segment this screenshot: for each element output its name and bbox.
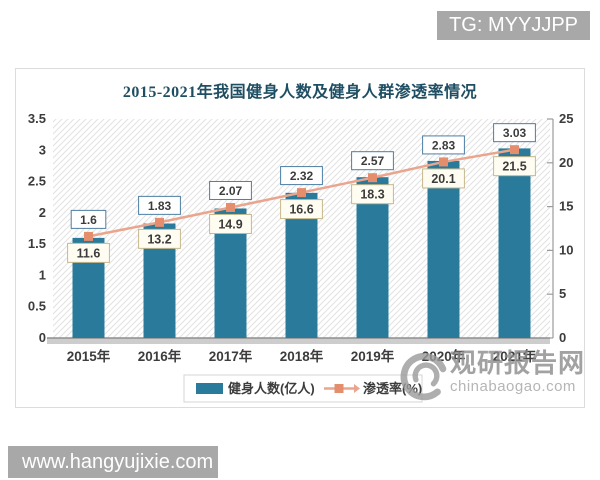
x-axis-label: 2020年	[422, 348, 466, 364]
legend-box	[183, 374, 423, 403]
website-url-badge: www.hangyujixie.com	[8, 446, 218, 478]
bar-value-label: 2.32	[290, 169, 314, 183]
line-value-label: 11.6	[77, 246, 101, 260]
bar-value-label: 3.03	[503, 126, 527, 140]
line-value-label-box	[209, 213, 252, 234]
y-right-tick-label: 20	[559, 155, 573, 170]
bar-value-label-box	[70, 209, 107, 229]
legend-line-marker	[334, 384, 344, 393]
legend-bar-label: 健身人数(亿人)	[228, 381, 315, 396]
line-value-label: 13.2	[147, 232, 171, 246]
y-right-tick-label: 15	[559, 199, 573, 214]
line-marker	[439, 157, 448, 167]
line-marker	[84, 231, 93, 241]
bar-value-label-box	[493, 123, 536, 143]
line-value-label-box	[67, 242, 110, 263]
telegram-badge: TG: MYYJJPP	[437, 11, 590, 40]
line-value-label-box	[138, 228, 181, 249]
legend-line-arrow	[354, 384, 360, 393]
bar	[498, 148, 531, 338]
x-axis-label: 2019年	[351, 348, 395, 364]
line-value-label: 14.9	[218, 217, 242, 231]
bar-value-label-box	[280, 166, 323, 186]
y-left-tick-label: 2.5	[28, 174, 46, 189]
y-left-tick-label: 0.5	[28, 299, 46, 314]
chart-card: 2015-2021年我国健身人数及健身人群渗透率情况 0 0.5 1 1.5 2 2.5 3…	[15, 68, 585, 408]
x-axis-label: 2015年	[67, 348, 111, 364]
y-left-tick-label: 0	[39, 330, 46, 345]
bar-value-label-box	[209, 180, 252, 200]
bar	[427, 160, 460, 338]
x-axis-label: 2017年	[209, 348, 253, 364]
line-value-label: 18.3	[360, 188, 384, 202]
bar-value-label: 2.57	[361, 154, 385, 168]
line-marker	[368, 173, 377, 183]
y-right-tick-label: 5	[559, 286, 566, 301]
y-left-tick-label: 2	[39, 205, 46, 220]
line-value-label-box	[493, 156, 536, 177]
line-value-label-box	[422, 168, 465, 189]
bar-value-label: 1.83	[148, 199, 172, 213]
line-marker	[226, 202, 235, 212]
x-axis-label: 2018年	[280, 348, 324, 364]
legend-bar-swatch	[196, 383, 223, 394]
line-value-label-box	[351, 184, 394, 205]
y-right-tick-label: 0	[559, 330, 566, 345]
bar-value-label: 2.07	[219, 184, 243, 198]
y-right-tick-label: 10	[559, 242, 573, 257]
y-left-tick-label: 1	[39, 267, 46, 282]
x-axis-label: 2016年	[138, 348, 182, 364]
y-left-tick-label: 3.5	[28, 111, 46, 126]
bar-value-label-box	[422, 135, 465, 155]
y-left-tick-label: 3	[39, 142, 46, 157]
line-value-label: 16.6	[289, 203, 313, 217]
bar-value-label-box	[351, 151, 394, 171]
line-value-label-box	[280, 199, 323, 220]
combo-chart: 0 0.5 1 1.5 2 2.5 3 3.5 0 5 10 15 20 25 1.6 11.6 1.83 13.…	[28, 111, 573, 403]
line-marker	[297, 188, 306, 198]
bar-value-label-box	[138, 195, 181, 215]
bar-value-label: 1.6	[80, 213, 97, 227]
legend-line-label: 渗透率(%)	[363, 381, 422, 396]
legend	[183, 374, 423, 403]
line-value-label: 20.1	[431, 172, 455, 186]
x-axis-label: 2021年	[493, 348, 537, 364]
chart-title: 2015-2021年我国健身人数及健身人群渗透率情况	[122, 84, 478, 101]
line-marker	[510, 145, 519, 155]
line-value-label: 21.5	[502, 160, 526, 174]
bar-value-label: 2.83	[432, 138, 456, 152]
y-right-tick-label: 25	[559, 111, 573, 126]
y-left-tick-label: 1.5	[28, 236, 46, 251]
line-marker	[155, 217, 164, 227]
axis-floor	[47, 338, 550, 344]
